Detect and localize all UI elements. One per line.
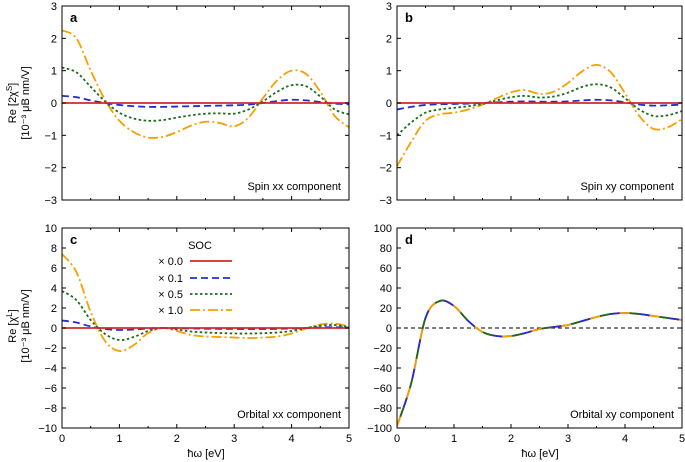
y-tick-label: 1	[51, 66, 57, 78]
y-tick-label: 2	[51, 303, 57, 315]
component-label-d: Orbital xy component	[570, 409, 674, 421]
component-label-a: Spin xx component	[247, 181, 341, 193]
y-tick-label: 2	[386, 33, 392, 45]
y-tick-label: 4	[51, 283, 57, 295]
y-tick-label: 0	[51, 98, 57, 110]
svg-text:Re [2χS]: Re [2χS]	[5, 83, 19, 123]
series-group	[397, 299, 682, 427]
x-tick-label: 2	[508, 433, 514, 445]
y-tick-label: −1	[379, 130, 392, 142]
legend-title: SOC	[188, 240, 212, 252]
legend-entry-2: × 0.5	[158, 289, 183, 301]
y-tick-label: −20	[373, 343, 392, 355]
series-line-d-1	[397, 299, 682, 427]
x-tick-label: 3	[231, 433, 237, 445]
svg-text:Re [χL]: Re [χL]	[5, 309, 19, 342]
x-tick-label: 1	[451, 433, 457, 445]
y-label-top-units: [10⁻³ μB nm/V]	[20, 66, 32, 139]
series-line-c-2	[62, 290, 349, 341]
y-tick-label: 0	[386, 98, 392, 110]
series-line-d-3	[397, 299, 682, 427]
panel-label-c: c	[70, 232, 77, 247]
y-label-top: Re [2χS] [10⁻³ μB nm/V]	[5, 66, 32, 139]
panel-d: 0 1 2 3 4 5 −100 −80 −60 −40 −20 0 20 40 60 80 100 d Orbit…	[367, 223, 685, 445]
panel-label-d: d	[405, 232, 413, 247]
legend-entry-0: × 0.0	[158, 256, 183, 268]
y-label-bottom-units: [10⁻³ μB nm/V]	[20, 289, 32, 362]
panel-label-b: b	[405, 10, 413, 25]
y-tick-label: −2	[44, 163, 57, 175]
x-tick-label: 5	[679, 433, 685, 445]
y-tick-label: 60	[380, 263, 392, 275]
y-tick-label: −3	[379, 195, 392, 207]
panel-label-a: a	[70, 10, 78, 25]
y-label-bottom: Re [χL] [10⁻³ μB nm/V]	[5, 289, 32, 362]
y-tick-label: −2	[44, 343, 57, 355]
series-group	[62, 29, 349, 139]
x-tick-label: 1	[116, 433, 122, 445]
x-tick-label: 4	[622, 433, 628, 445]
component-label-c: Orbital xx component	[237, 409, 341, 421]
y-tick-label: 0	[51, 323, 57, 335]
series-line-c-3	[62, 253, 349, 352]
y-tick-label: 0	[386, 323, 392, 335]
x-tick-label: 3	[565, 433, 571, 445]
y-tick-label: −60	[373, 383, 392, 395]
panel-c: 0 1 2 3 4 5 −10 −8 −6 −4 −2 0 2 4 6 8 10 c Orbital xx comp…	[38, 223, 352, 445]
y-tick-label: 1	[386, 66, 392, 78]
x-tick-label: 0	[59, 433, 65, 445]
x-tick-label: 5	[346, 433, 352, 445]
y-tick-label: 100	[374, 223, 392, 235]
y-tick-label: −3	[44, 195, 57, 207]
panel-b: −3 −2 −1 0 1 2 3 b Spin xy component	[379, 1, 683, 207]
series-line-d-2	[397, 299, 682, 427]
x-tick-label: 0	[394, 433, 400, 445]
series-line-d-0	[397, 299, 682, 427]
component-label-b: Spin xy component	[580, 181, 674, 193]
series-line-b-1	[397, 98, 682, 111]
y-tick-label: 6	[51, 263, 57, 275]
x-label-left: ħω [eV]	[187, 448, 224, 460]
series-group	[397, 63, 682, 167]
y-tick-label: 20	[380, 303, 392, 315]
x-tick-label: 2	[174, 433, 180, 445]
y-tick-label: 10	[45, 223, 57, 235]
y-tick-label: 3	[386, 1, 392, 13]
series-line-b-3	[397, 63, 682, 167]
x-label-right: ħω [eV]	[521, 448, 558, 460]
y-tick-label: 8	[51, 243, 57, 255]
x-tick-label: 4	[289, 433, 295, 445]
series-line-b-2	[397, 83, 682, 136]
legend-entry-3: × 1.0	[158, 305, 183, 317]
series-line-a-3	[62, 29, 349, 139]
y-tick-label: 80	[380, 243, 392, 255]
y-tick-label: −1	[44, 130, 57, 142]
y-tick-label: 40	[380, 283, 392, 295]
y-tick-label: −4	[44, 363, 57, 375]
panel-a: −3 −2 −1 0 1 2 3 a Spin xx component	[44, 1, 350, 207]
y-tick-label: −100	[367, 423, 392, 435]
series-line-a-2	[62, 66, 349, 122]
y-tick-label: −8	[44, 403, 57, 415]
y-tick-label: −2	[379, 163, 392, 175]
series-group	[62, 253, 349, 352]
y-tick-label: −40	[373, 363, 392, 375]
legend: SOC × 0.0 × 0.1 × 0.5 × 1.0	[158, 240, 232, 317]
y-tick-label: −80	[373, 403, 392, 415]
y-tick-label: 3	[51, 1, 57, 13]
y-tick-label: −6	[44, 383, 57, 395]
y-tick-label: 2	[51, 33, 57, 45]
y-tick-label: −10	[38, 423, 57, 435]
legend-entry-1: × 0.1	[158, 273, 183, 285]
